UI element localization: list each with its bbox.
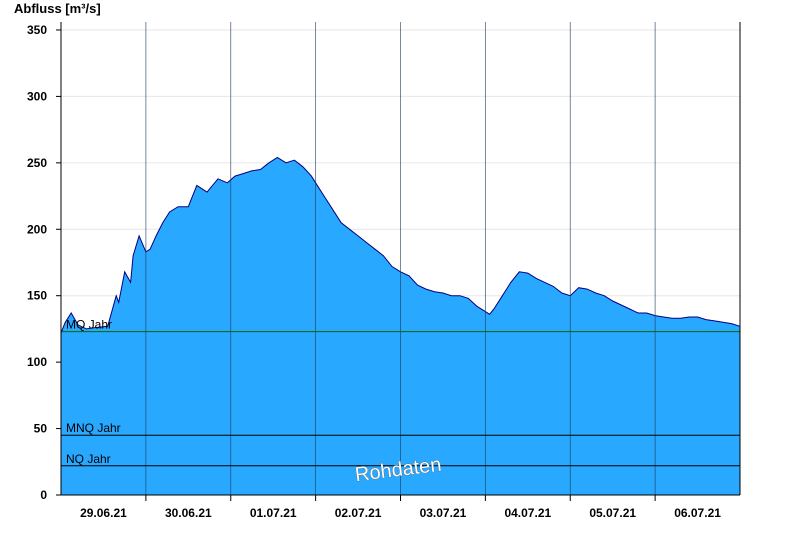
y-tick-label: 150 [27,289,47,303]
reference-label: NQ Jahr [66,452,111,466]
x-tick-label: 06.07.21 [674,506,721,520]
x-tick-label: 30.06.21 [165,506,212,520]
x-tick-label: 29.06.21 [80,506,127,520]
x-tick-label: 04.07.21 [504,506,551,520]
y-axis-label: Abfluss [m³/s] [14,1,101,16]
reference-lines: MQ Jahr MNQ Jahr NQ Jahr [61,318,740,467]
reference-label: MQ Jahr [66,318,112,332]
day-separators [145,22,656,495]
y-tick-label: 0 [40,488,47,502]
x-tick-label: 01.07.21 [250,506,297,520]
y-tick-label: 200 [27,222,47,236]
x-ticks: 29.06.21 30.06.21 01.07.21 02.07.21 03.07.21… [80,495,721,520]
x-tick-label: 02.07.21 [335,506,382,520]
x-tick-label: 05.07.21 [589,506,636,520]
y-tick-label: 100 [27,355,47,369]
y-tick-label: 50 [34,422,48,436]
y-tick-label: 250 [27,156,47,170]
x-tick-label: 03.07.21 [420,506,467,520]
reference-label: MNQ Jahr [66,421,121,435]
y-ticks: 0 50 100 150 200 250 300 350 [27,23,61,502]
discharge-line [60,156,741,334]
y-tick-label: 300 [27,89,47,103]
y-tick-label: 350 [27,23,47,37]
